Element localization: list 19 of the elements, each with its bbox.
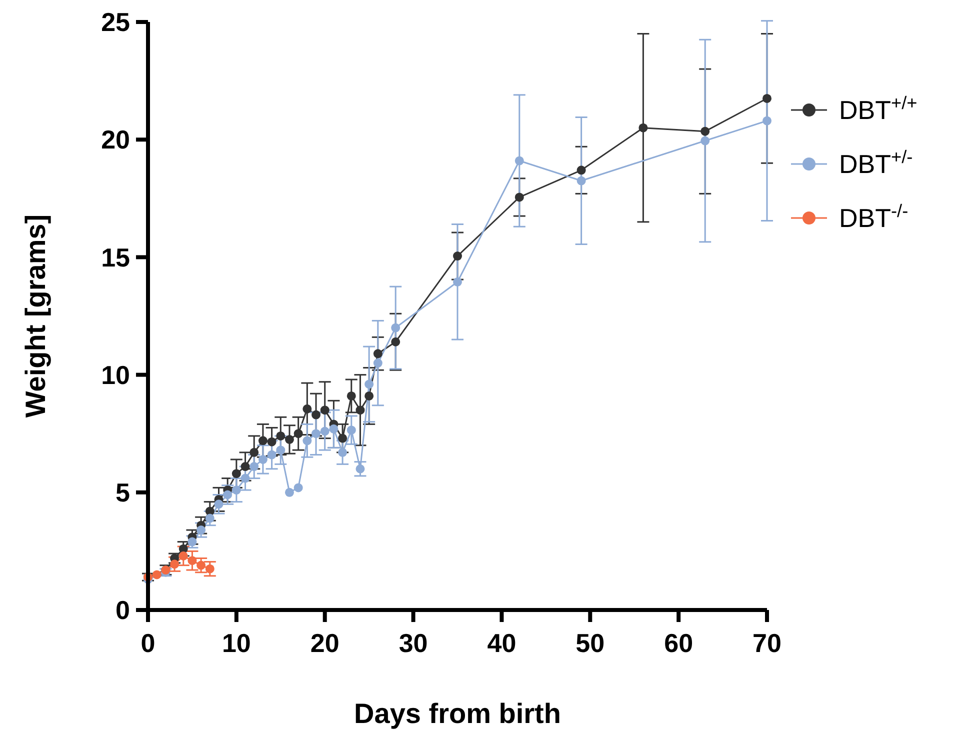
- x-tick-label: 10: [222, 628, 251, 658]
- x-axis-title: Days from birth: [354, 698, 561, 729]
- y-tick-label: 15: [101, 242, 130, 272]
- y-tick-label: 10: [101, 360, 130, 390]
- x-tick-label: 0: [140, 628, 156, 658]
- legend-label: DBT$^{-/-}$: [839, 201, 908, 234]
- x-tick-label: 40: [487, 628, 516, 658]
- x-tick-label: 70: [752, 628, 782, 658]
- y-tick-label: 0: [116, 595, 130, 626]
- legend-label: DBT$^{+/-}$: [839, 147, 913, 180]
- legend-label: DBT$^{+/+}$: [839, 93, 918, 126]
- y-tick-label: 20: [101, 124, 130, 155]
- x-tick-label: 20: [310, 628, 340, 658]
- x-tick-label: 30: [398, 628, 428, 658]
- x-tick-label: 50: [576, 628, 605, 658]
- x-tick-label: 60: [664, 628, 694, 658]
- y-tick-label: 25: [101, 7, 130, 38]
- y-tick-label: 5: [116, 478, 130, 508]
- y-axis-title: Weight [grams]: [20, 214, 51, 418]
